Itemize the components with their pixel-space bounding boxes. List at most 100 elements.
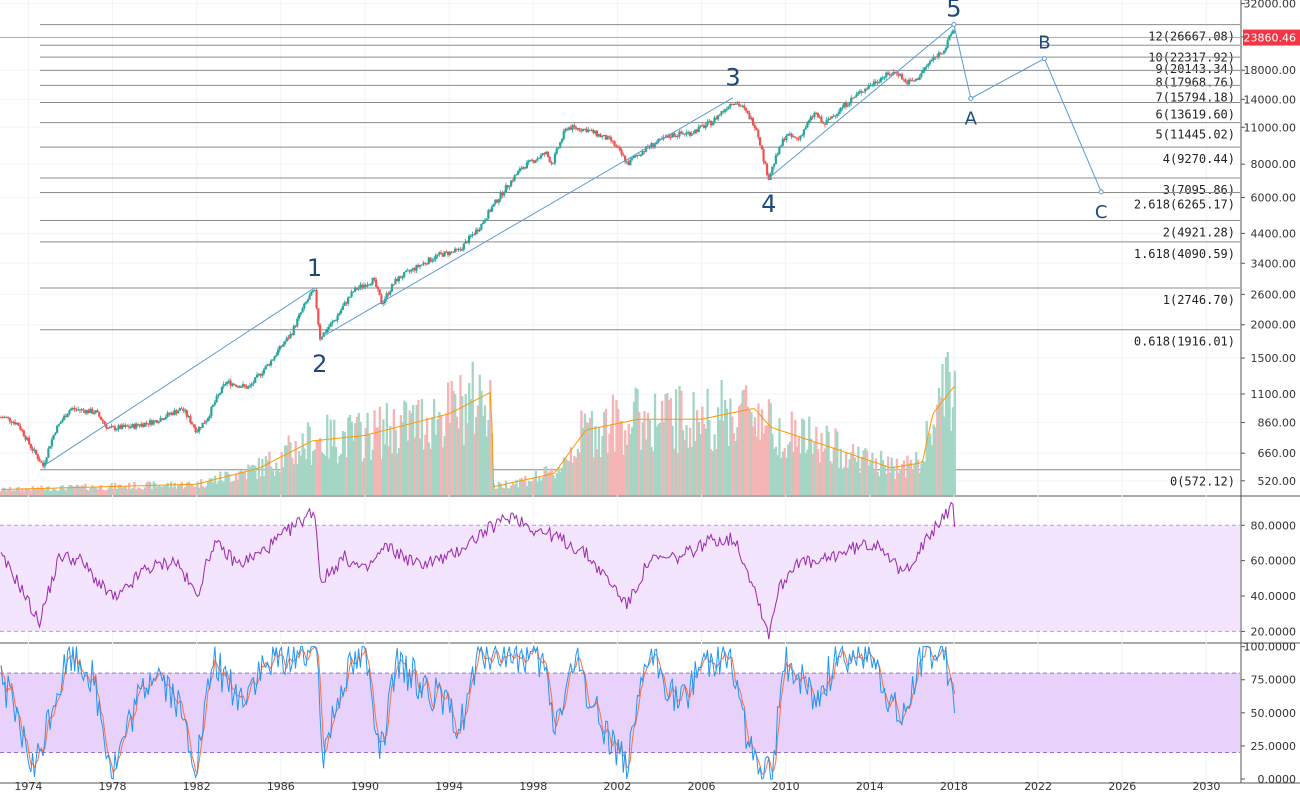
volume-bar — [0, 490, 3, 495]
candle-body — [336, 315, 339, 321]
volume-bar — [397, 448, 401, 495]
volume-bar — [718, 420, 722, 495]
volume-bar — [722, 420, 725, 495]
volume-bar — [645, 439, 648, 495]
candle-body — [261, 373, 264, 376]
volume-bar — [459, 375, 462, 495]
candle-body — [324, 332, 327, 334]
volume-bar — [711, 451, 715, 495]
candle-body — [131, 424, 134, 427]
candle-body — [673, 133, 676, 137]
volume-bar — [404, 402, 408, 495]
volume-bar — [385, 402, 388, 495]
volume-bar — [690, 446, 693, 495]
candle-body — [425, 263, 429, 265]
candle-body — [645, 146, 648, 152]
candle-body — [141, 423, 145, 427]
volume-bar — [615, 400, 618, 495]
candle-body — [795, 137, 798, 139]
candle-body — [515, 174, 518, 176]
candle-body — [497, 199, 500, 203]
candle-body — [625, 161, 628, 163]
stoch-k-line — [0, 644, 956, 780]
candle-body — [881, 77, 884, 79]
wave-trend-line — [319, 97, 734, 339]
candle-body — [525, 162, 529, 169]
volume-bar — [161, 486, 164, 495]
volume-bar — [350, 421, 353, 495]
candle-body — [709, 120, 713, 126]
volume-bar — [173, 482, 176, 495]
volume-bar — [610, 424, 613, 495]
volume-bar — [767, 399, 771, 495]
candle-body — [846, 105, 849, 107]
volume-bar — [410, 413, 413, 495]
candle-body — [753, 125, 756, 128]
candle-body — [334, 320, 337, 322]
volume-bar — [63, 488, 66, 495]
candle-body — [119, 425, 122, 429]
volume-bar — [613, 451, 616, 495]
price-tick-label: 1100.00 — [1251, 388, 1297, 401]
volume-bar — [371, 449, 374, 495]
candle-body — [98, 412, 101, 417]
candle-body — [492, 203, 495, 207]
volume-bar — [885, 474, 888, 495]
candle-body — [226, 381, 229, 385]
candle-body — [776, 154, 779, 156]
candle-body — [580, 130, 583, 132]
candle-body — [848, 103, 851, 106]
volume-bar — [585, 422, 588, 495]
candle-body — [89, 408, 92, 413]
volume-bar — [594, 425, 597, 495]
volume-bar — [105, 490, 108, 495]
candle-body — [278, 345, 281, 350]
x-tick-label: 1986 — [267, 780, 295, 793]
candle-body — [66, 414, 69, 418]
volume-bar — [769, 403, 772, 495]
volume-bar — [334, 446, 338, 495]
candle-body — [588, 129, 592, 131]
candle-body — [569, 127, 572, 130]
volume-bar — [508, 488, 511, 495]
volume-bar — [587, 423, 590, 495]
volume-bar — [271, 470, 275, 495]
candle-body — [911, 80, 914, 82]
candle-body — [695, 129, 699, 133]
candle-body — [687, 132, 690, 134]
volume-bar — [704, 428, 708, 495]
volume-bar — [731, 416, 734, 495]
candle-body — [269, 360, 273, 366]
candle-body — [396, 278, 399, 282]
volume-bar — [427, 442, 431, 495]
volume-bar — [818, 462, 821, 495]
candle-body — [294, 325, 297, 327]
candle-body — [592, 129, 595, 134]
candle-body — [455, 248, 458, 250]
volume-bar — [15, 487, 19, 495]
candle-body — [937, 52, 940, 58]
candle-body — [913, 80, 916, 82]
volume-bar — [33, 487, 36, 495]
volume-bar — [550, 468, 553, 495]
candle-body — [50, 439, 53, 447]
candle-body — [943, 50, 946, 54]
candle-body — [175, 410, 178, 414]
volume-bar — [806, 449, 809, 495]
candle-body — [355, 287, 358, 290]
volume-bar — [708, 419, 711, 495]
candle-body — [301, 308, 304, 313]
volume-bar — [592, 457, 595, 495]
volume-bar — [461, 396, 464, 495]
volume-bar — [236, 479, 239, 495]
volume-bar — [259, 476, 262, 495]
volume-bar — [911, 469, 914, 495]
volume-bar — [752, 426, 755, 495]
candle-body — [194, 426, 197, 433]
candle-body — [573, 125, 576, 127]
volume-bar — [948, 372, 951, 495]
volume-bar — [196, 481, 199, 495]
candle-body — [134, 423, 138, 429]
candle-body — [445, 251, 448, 253]
